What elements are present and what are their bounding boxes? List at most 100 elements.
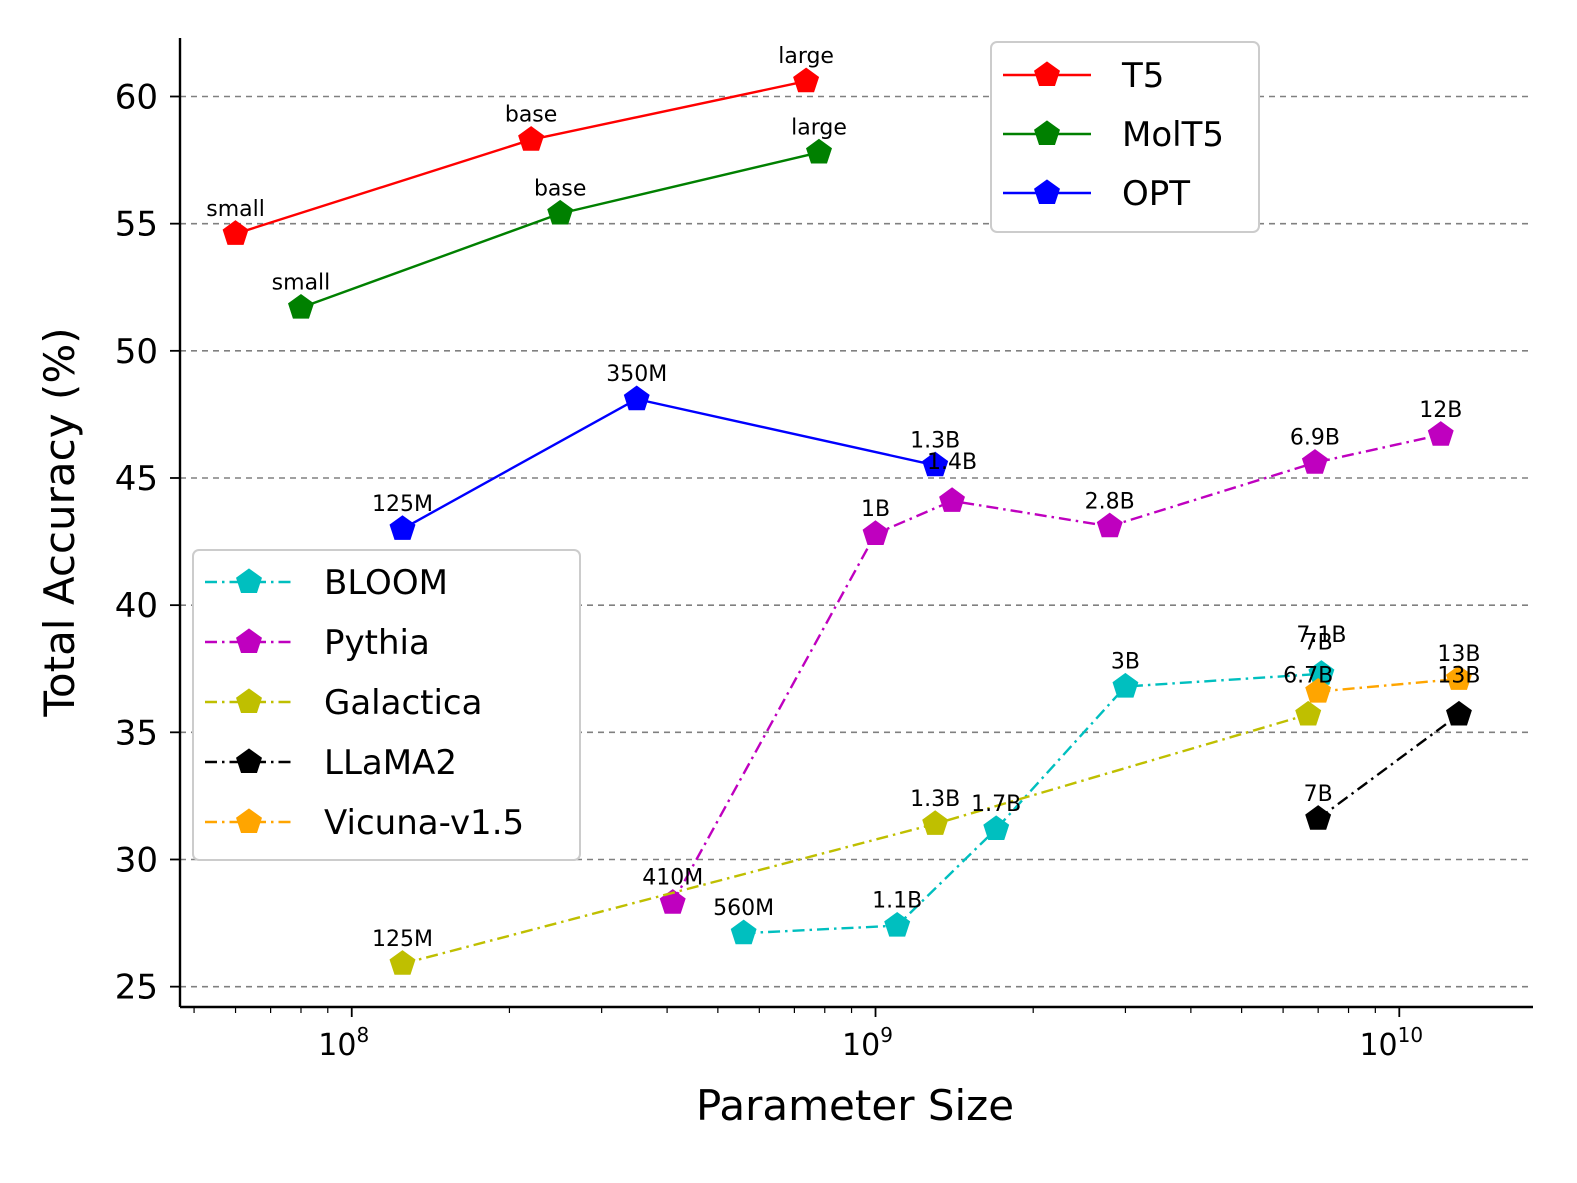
legend-label-galactica: Galactica	[324, 683, 482, 723]
point-galactica-6-7b	[1295, 700, 1322, 726]
point-opt-350m	[623, 385, 650, 411]
point-label-t5-large: large	[778, 44, 834, 69]
y-tick-label-60: 60	[115, 77, 158, 117]
point-molt5-small	[288, 293, 314, 319]
point-label-pythia-1b: 1B	[861, 497, 890, 522]
point-vicuna-v1-5-13b	[1446, 665, 1472, 690]
y-tick-label-40: 40	[115, 586, 158, 626]
series-llama2	[1305, 700, 1472, 830]
legends: T5 MolT5 OPT BLOOM Pythia Galactica LLaMA2 Vicu…	[192, 41, 1260, 861]
series-vicuna-v1-5	[1305, 665, 1472, 703]
point-label-llama2-13b: 13B	[1437, 664, 1480, 689]
point-label-galactica-6-7b: 6.7B	[1283, 664, 1333, 689]
legend-lower-left: BLOOM Pythia Galactica LLaMA2 Vicuna-v1.5	[192, 549, 581, 861]
y-tick-label-50: 50	[115, 332, 158, 372]
point-t5-small	[222, 220, 249, 245]
point-label-bloom-7-1b: 7.1B	[1296, 623, 1346, 648]
legend-marker-galactica	[236, 688, 262, 713]
y-tick-label-55: 55	[115, 205, 158, 245]
legend-marker-opt	[1034, 179, 1060, 204]
point-labels: small base large small base large 125M 350M 1.3B…	[206, 44, 1480, 952]
legend-label-llama2: LLaMA2	[324, 743, 457, 783]
x-tick-label-8: 108	[318, 1023, 369, 1063]
legend-marker-bloom	[236, 568, 262, 593]
point-bloom-1-7b	[983, 815, 1010, 840]
point-bloom-3b	[1112, 672, 1139, 698]
y-tick-label-30: 30	[115, 840, 158, 880]
point-label-molt5-small: small	[272, 271, 331, 296]
point-label-llama2-7b: 7B	[1304, 782, 1333, 807]
point-label-molt5-base: base	[534, 176, 586, 201]
series-bloom	[730, 660, 1335, 945]
point-t5-base	[518, 126, 545, 151]
legend-box	[192, 549, 581, 861]
series-line-pythia	[671, 433, 1442, 904]
legend-marker-molt5	[1034, 120, 1060, 145]
point-label-bloom-1-1b: 1.1B	[872, 889, 922, 914]
point-pythia-12b	[1427, 421, 1454, 446]
y-tick-label-45: 45	[115, 459, 158, 499]
point-label-galactica-125m: 125M	[372, 927, 433, 952]
legend-label-bloom: BLOOM	[324, 563, 448, 603]
point-molt5-large	[806, 138, 832, 164]
legend-label-vicuna-v1-5: Vicuna-v1.5	[324, 803, 524, 843]
point-label-galactica-1-3b: 1.3B	[910, 787, 960, 812]
point-pythia-6-9b	[1301, 449, 1328, 474]
point-label-opt-125m: 125M	[372, 492, 433, 517]
y-tick-label-35: 35	[115, 713, 158, 753]
point-label-vicuna-v1-5-7b: 7B	[1304, 631, 1333, 656]
point-bloom-1-1b	[884, 911, 911, 937]
point-t5-large	[793, 67, 820, 93]
point-opt-1-3b	[922, 451, 949, 477]
point-molt5-base	[547, 199, 574, 225]
point-label-bloom-1-7b: 1.7B	[971, 792, 1021, 817]
point-opt-125m	[389, 515, 416, 540]
point-label-t5-small: small	[206, 197, 265, 222]
point-label-bloom-3b: 3B	[1111, 650, 1140, 675]
legend-label-opt: OPT	[1122, 174, 1190, 214]
point-label-molt5-large: large	[791, 115, 847, 140]
x-axis-label: Parameter Size	[696, 1081, 1014, 1130]
y-axis-label: Total Accuracy (%)	[35, 327, 84, 717]
point-label-pythia-2-8b: 2.8B	[1085, 489, 1135, 514]
point-label-pythia-12b: 12B	[1419, 398, 1462, 423]
legend-top-right: T5 MolT5 OPT	[990, 41, 1260, 233]
x-tick-label-9: 109	[842, 1023, 893, 1063]
point-label-pythia-6-9b: 6.9B	[1290, 426, 1340, 451]
point-label-vicuna-v1-5-13b: 13B	[1437, 642, 1480, 667]
point-pythia-1-4b	[939, 487, 965, 512]
series-t5	[222, 67, 820, 245]
legend-marker-vicuna-v1-5	[236, 808, 262, 833]
series-opt	[389, 385, 949, 540]
series-line-opt	[401, 397, 936, 530]
point-pythia-1b	[862, 520, 889, 545]
x-tick-label-10: 1010	[1359, 1023, 1423, 1063]
legend-label-t5: T5	[1121, 56, 1164, 96]
series-line-bloom	[743, 672, 1322, 935]
point-label-pythia-410m: 410M	[642, 866, 703, 891]
legend-marker-t5	[1034, 61, 1060, 86]
point-llama2-7b	[1305, 805, 1332, 830]
data-series	[222, 67, 1472, 975]
point-bloom-560m	[730, 919, 757, 945]
legend-label-pythia: Pythia	[324, 623, 430, 663]
axes: 25 30 35 40 45 50 55 60 108 109 1010	[115, 38, 1533, 1063]
point-llama2-13b	[1446, 700, 1472, 726]
series-galactica	[389, 700, 1322, 975]
point-label-bloom-560m: 560M	[713, 896, 774, 921]
point-pythia-2-8b	[1096, 512, 1123, 538]
point-label-opt-350m: 350M	[606, 362, 667, 387]
series-pythia	[659, 421, 1454, 914]
legend-marker-llama2	[236, 748, 262, 773]
y-tick-label-25: 25	[115, 968, 158, 1008]
point-galactica-1-3b	[922, 810, 949, 835]
legend-label-molt5: MolT5	[1122, 115, 1224, 155]
series-line-llama2	[1317, 713, 1460, 820]
point-label-pythia-1-4b: 1.4B	[927, 450, 977, 475]
point-galactica-125m	[389, 950, 416, 975]
legend-box	[990, 41, 1260, 233]
series-molt5	[288, 138, 832, 319]
legend-marker-pythia	[236, 628, 262, 653]
point-vicuna-v1-5-7b	[1305, 677, 1332, 703]
